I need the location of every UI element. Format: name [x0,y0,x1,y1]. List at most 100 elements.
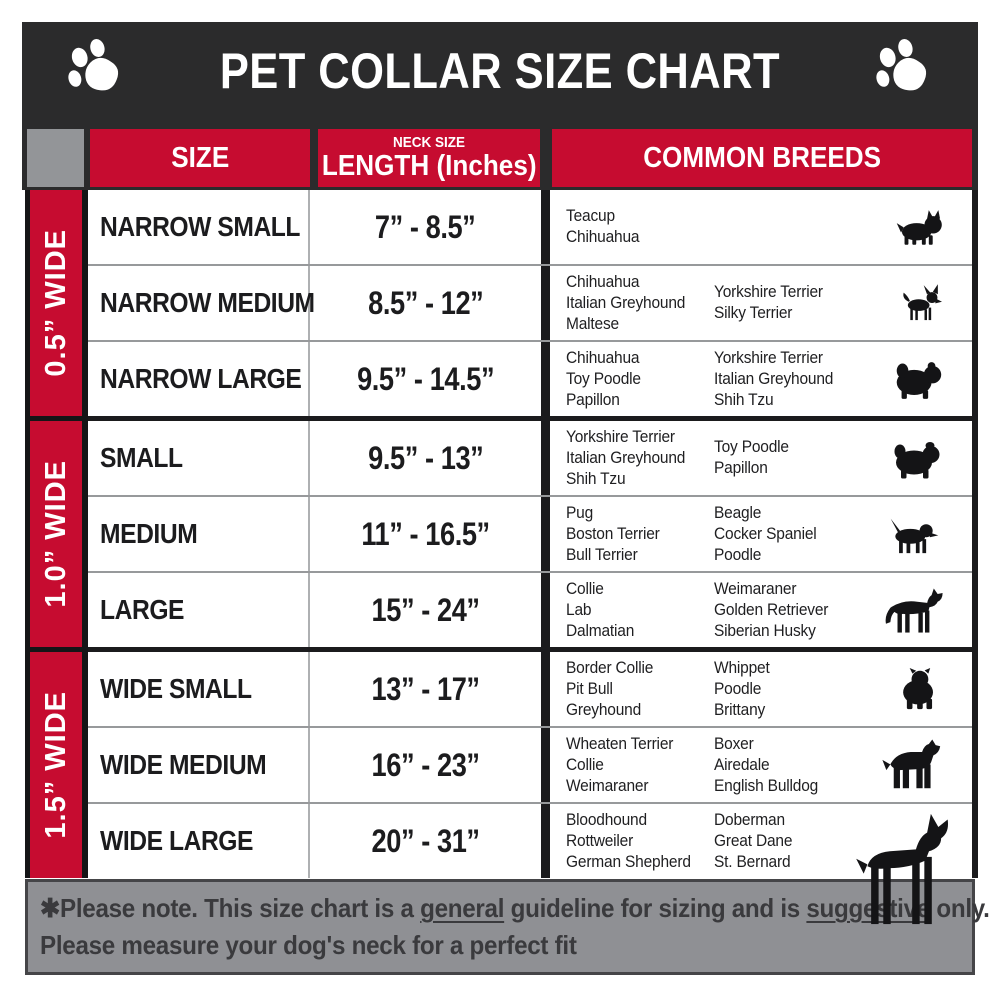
width-group-label-10: 1.0” WIDE [30,421,82,647]
breed-name: Siberian Husky [714,621,816,640]
breeds-column-1: Bloodhound Rottweiler German Shepherd [566,810,714,873]
breed-name: Poodle [714,679,762,698]
neck-size-cell: 9.5” - 14.5” [356,360,495,397]
breed-name: Chihuahua [566,228,640,246]
breeds-cell: Wheaten Terrier Collie Weimaraner Boxer … [541,728,963,802]
breed-name: Bull Terrier [566,545,638,564]
breeds-cell: Chihuahua Toy Poodle Papillon Yorkshire … [541,342,963,416]
neck-size-cell: 20” - 31” [371,822,480,859]
breed-name: Silky Terrier [714,304,793,322]
breed-name: Wheaten Terrier [566,734,674,753]
breed-name: German Shepherd [566,852,691,871]
breed-name: Brittany [714,700,766,719]
breed-name: Papillon [714,459,768,477]
table-row: WIDE LARGE 20” - 31” Bloodhound Rottweil… [88,802,972,925]
group-divider [88,416,972,421]
underlined-word: suggestive [806,893,930,923]
breed-name: Chihuahua [566,272,640,291]
breeds-column-2: Weimaraner Golden Retriever Siberian Hus… [714,579,874,642]
breeds-column-2: Boxer Airedale English Bulldog [714,734,874,797]
table-body: 0.5” WIDE 1.0” WIDE 1.5” WIDE NARROW SMA… [25,190,978,925]
breeds-cell: Border Collie Pit Bull Greyhound Whippet… [541,652,963,726]
breed-name: Yorkshire Terrier [714,283,823,301]
breed-name: Yorkshire Terrier [714,348,823,367]
breed-name: Toy Poodle [566,369,641,388]
neck-size-cell: 13” - 17” [371,670,480,707]
width-group-10: SMALL 9.5” - 13” Yorkshire Terrier Itali… [88,421,972,647]
german-shepherd-icon [881,583,947,637]
yorkshire-terrier-icon [895,205,947,249]
group-divider [88,647,972,652]
breed-name: Doberman [714,810,785,829]
neck-size-cell: 9.5” - 13” [367,439,484,476]
breed-name: Bloodhound [566,810,647,829]
breed-name: Chihuahua [566,348,640,367]
breeds-cell: Bloodhound Rottweiler German Shepherd Do… [541,804,963,925]
bulldog-icon [891,660,947,718]
width-group-05: NARROW SMALL 7” - 8.5” Teacup Chihuahua [88,190,972,416]
paw-icon [868,36,940,106]
breed-name: Great Dane [714,831,793,850]
breed-name: Pug [566,503,594,522]
neck-size-cell: 8.5” - 12” [367,284,484,321]
breed-name: Lab [566,600,592,619]
breeds-column-1: Chihuahua Italian Greyhound Maltese [566,272,714,335]
width-sidebar: 0.5” WIDE 1.0” WIDE 1.5” WIDE [25,190,88,878]
breed-name: Italian Greyhound [566,448,686,467]
breed-name: Greyhound [566,700,642,719]
width-group-15: WIDE SMALL 13” - 17” Border Collie Pit B… [88,652,972,925]
pit-bull-icon [879,732,947,798]
breed-name: Whippet [714,658,770,677]
breed-name: Collie [566,755,604,774]
beagle-icon [881,513,947,555]
width-group-label-15: 1.5” WIDE [30,652,82,878]
breeds-column-2: Doberman Great Dane St. Bernard [714,810,874,873]
footnote: ✱Please note. This size chart is a gener… [25,879,990,975]
breeds-column-1: Pug Boston Terrier Bull Terrier [566,503,714,566]
size-cell: WIDE LARGE [88,804,310,878]
neck-size-cell: 7” - 8.5” [375,208,476,245]
breed-name: Boston Terrier [566,524,660,543]
breed-name: Italian Greyhound [566,293,686,312]
title-bar: PET COLLAR SIZE CHART SIZE NECK SIZE LEN… [22,22,978,190]
size-cell: NARROW MEDIUM [88,266,315,340]
size-cell: SMALL [88,421,310,495]
breed-name: Airedale [714,755,770,774]
breed-name: Boxer [714,734,754,753]
breed-name: Teacup [566,207,615,225]
breeds-cell: Collie Lab Dalmatian Weimaraner Golden R… [541,573,963,647]
width-group-label-05: 0.5” WIDE [30,190,82,416]
size-cell: WIDE SMALL [88,652,310,726]
breeds-cell: Chihuahua Italian Greyhound Maltese York… [541,266,963,340]
column-header-neck-size: NECK SIZE LENGTH (Inches) [318,129,540,187]
table-row: WIDE SMALL 13” - 17” Border Collie Pit B… [88,652,972,726]
breed-name: Beagle [714,503,762,522]
breeds-column-1: Teacup Chihuahua [566,206,714,248]
breeds-column-2: Yorkshire Terrier Italian Greyhound Shih… [714,348,874,411]
column-header-size: SIZE [90,129,310,187]
breed-name: St. Bernard [714,852,791,871]
size-cell: NARROW LARGE [88,342,310,416]
breed-name: Cocker Spaniel [714,524,817,543]
breed-name: Collie [566,579,604,598]
table-row: SMALL 9.5” - 13” Yorkshire Terrier Itali… [88,421,972,495]
breeds-column-2: Whippet Poodle Brittany [714,658,874,721]
breed-name: Toy Poodle [714,438,789,456]
pekingese-icon [887,433,947,483]
breed-name: Golden Retriever [714,600,829,619]
neck-size-cell: 11” - 16.5” [361,515,490,552]
table-row: MEDIUM 11” - 16.5” Pug Boston Terrier Bu… [88,495,972,571]
breed-name: Shih Tzu [714,390,774,409]
table-row: NARROW SMALL 7” - 8.5” Teacup Chihuahua [88,190,972,264]
size-cell: NARROW SMALL [88,190,310,264]
breeds-cell: Yorkshire Terrier Italian Greyhound Shih… [541,421,963,495]
breeds-cell: Pug Boston Terrier Bull Terrier Beagle C… [541,497,963,571]
footnote-line-2: Please measure your dog's neck for a per… [40,930,577,960]
corner-spacer [27,129,84,187]
breed-name: Italian Greyhound [714,369,834,388]
breed-name: Dalmatian [566,621,635,640]
breed-name: Shih Tzu [566,469,626,488]
table-row: NARROW LARGE 9.5” - 14.5” Chihuahua Toy … [88,340,972,416]
breeds-column-1: Yorkshire Terrier Italian Greyhound Shih… [566,427,714,490]
